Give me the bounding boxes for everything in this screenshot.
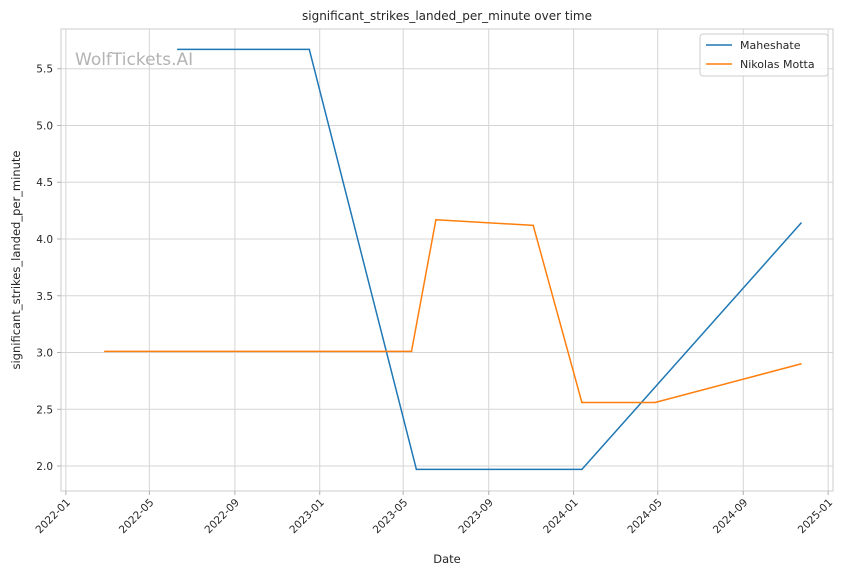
data-point-nikolas-motta xyxy=(104,350,106,353)
data-point-maheshate xyxy=(415,468,418,471)
legend-label-nikolas-motta: Nikolas Motta xyxy=(740,58,815,71)
y-tick-label: 4.0 xyxy=(36,234,53,246)
y-tick-label: 3.5 xyxy=(36,291,53,303)
y-tick-label: 5.5 xyxy=(36,64,53,76)
data-point-maheshate xyxy=(800,222,802,224)
data-point-nikolas-motta xyxy=(800,363,802,365)
grid xyxy=(61,29,833,491)
data-point-nikolas-motta xyxy=(581,401,583,404)
y-tick-label: 2.5 xyxy=(36,404,53,416)
plot-frame xyxy=(60,28,834,492)
y-tick-label: 3.0 xyxy=(36,348,53,360)
data-point-maheshate xyxy=(177,48,179,51)
data-point-nikolas-motta xyxy=(435,218,437,221)
legend: Maheshate Nikolas Motta xyxy=(699,33,829,77)
watermark: WolfTickets.AI xyxy=(75,50,193,70)
data-point-maheshate xyxy=(308,48,311,51)
y-tick-label: 5.0 xyxy=(36,120,53,132)
y-ticks: 2.0 2.5 3.0 3.5 4.0 4.5 5.0 5.5 xyxy=(36,64,61,473)
y-tick-label: 4.5 xyxy=(36,177,53,189)
data-point-nikolas-motta xyxy=(654,401,656,404)
series-layer xyxy=(104,48,802,471)
chart-title: significant_strikes_landed_per_minute ov… xyxy=(302,9,592,23)
x-axis-label: Date xyxy=(433,552,461,566)
plot-area xyxy=(61,29,833,491)
y-axis-label: significant_strikes_landed_per_minute xyxy=(9,151,23,370)
legend-label-maheshate: Maheshate xyxy=(740,39,801,52)
data-point-nikolas-motta xyxy=(532,224,535,227)
y-tick-label: 2.0 xyxy=(36,461,53,473)
data-point-maheshate xyxy=(581,468,583,471)
data-point-nikolas-motta xyxy=(410,350,413,353)
